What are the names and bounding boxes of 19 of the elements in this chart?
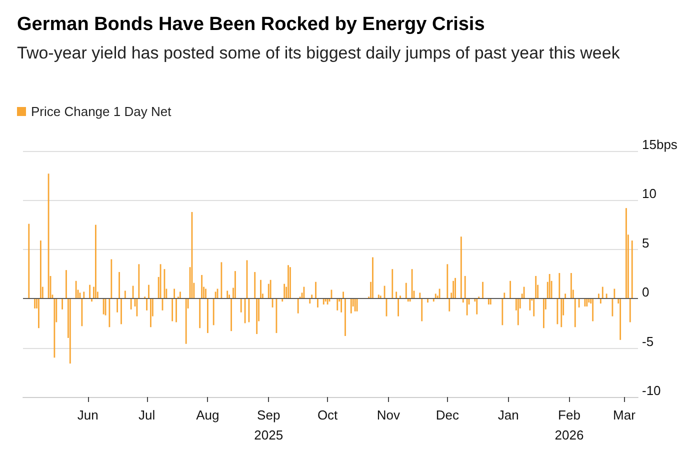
x-tick-label: Nov — [376, 408, 401, 422]
x-tick-label: Dec — [436, 408, 460, 422]
legend-label: Price Change 1 Day Net — [31, 104, 172, 119]
y-tick-label: 15bps — [642, 137, 678, 152]
chart-title: German Bonds Have Been Rocked by Energy Crisis — [17, 14, 485, 35]
y-tick-label: 5 — [642, 235, 650, 250]
y-tick-label: 10 — [642, 186, 656, 202]
x-tick-label: Jan — [498, 408, 519, 422]
x-tick-label: Mar — [613, 408, 636, 422]
x-tick-label: Sep 2025 — [254, 408, 284, 442]
y-tick-label: -5 — [642, 334, 654, 349]
x-tick-label: Feb 2026 — [554, 408, 584, 442]
x-tick-label: Aug — [196, 408, 220, 422]
x-tick-label: Jun — [77, 408, 98, 422]
y-tick-label: -10 — [642, 383, 661, 398]
chart-subtitle: Two-year yield has posted some of its biggest daily jumps of past year this week — [17, 44, 620, 62]
x-tick-label: Jul — [138, 408, 156, 422]
y-tick-label: 0 — [642, 284, 650, 300]
x-tick-label: Oct — [317, 408, 338, 422]
